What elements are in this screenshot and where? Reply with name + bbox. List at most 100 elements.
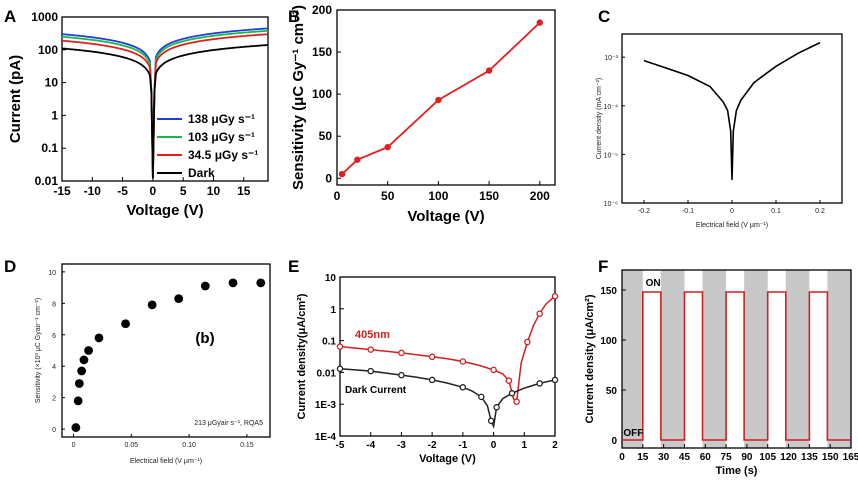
panel-c-xtick-label: 0.2 <box>815 208 825 215</box>
panel-e-point <box>487 417 495 425</box>
panel-f-xtick-label: 150 <box>822 452 839 463</box>
panel-d-point <box>121 319 130 329</box>
panel-a-ytick-label: 1000 <box>31 10 58 24</box>
panel-e-point <box>505 377 513 384</box>
panel-e-point <box>551 376 559 384</box>
panel-e-xtick-label: -3 <box>397 440 406 451</box>
panel-a-ytick-label: 100 <box>38 43 58 57</box>
panel-d-point <box>94 333 104 343</box>
panel-d-point <box>84 346 93 355</box>
panel-d-annotation: (b) <box>195 330 214 347</box>
panel-d-ylabel: Sensitivity (×10³ μC Gyair⁻¹ cm⁻²) <box>35 298 42 403</box>
panel-e-point <box>459 358 467 365</box>
panel-e-point <box>398 371 405 379</box>
panel-f-xtick-label: 105 <box>759 452 776 463</box>
panel-a-xtick-label: -5 <box>117 184 128 198</box>
panel-a-xlabel: Voltage (V) <box>126 202 203 219</box>
panel-a-legend-label: Dark <box>188 166 215 180</box>
panel-b-point <box>354 156 361 163</box>
panel-a-frame <box>61 16 269 182</box>
panel-letter-f: F <box>598 257 608 276</box>
panel-d-ytick-label: 8 <box>52 301 56 308</box>
panel-b-ylabel: Sensitivity (μC Gy⁻¹ cm⁻²) <box>290 5 307 190</box>
panel-b-xtick-label: 0 <box>334 189 341 203</box>
panel-d-frame <box>61 263 271 438</box>
panel-d-xtick-label: 0.05 <box>125 442 139 449</box>
panel-e-point <box>478 393 485 401</box>
panel-a-legend-label: 138 μGy s⁻¹ <box>188 112 255 126</box>
panel-d-xtick-label: 0.15 <box>240 442 254 449</box>
panel-letter-b: B <box>288 7 300 26</box>
panel-c-ytick-label: 10⁻³ <box>604 55 618 62</box>
panel-e-point <box>336 365 344 373</box>
panel-b-ytick-label: 200 <box>312 3 332 17</box>
panel-b-point <box>435 96 442 104</box>
panel-e-point <box>336 343 344 350</box>
panel-c-ytick-label: 10⁻⁵ <box>604 152 618 159</box>
panel-a-series-line <box>61 29 269 179</box>
panel-b-point <box>384 143 391 151</box>
panel-d-point <box>174 294 184 303</box>
panel-e-point <box>428 376 436 384</box>
panel-e-point <box>508 390 516 397</box>
panel-e-label-405nm: 405nm <box>355 329 390 341</box>
panel-f-off-shade <box>827 270 851 448</box>
panel-f-off-shade <box>660 270 685 448</box>
panel-e-point <box>513 398 520 405</box>
panel-f-xtick-label: 15 <box>637 452 649 463</box>
panel-f-xtick-label: 75 <box>721 452 733 463</box>
panel-e-ylabel: Current density(μA/cm²) <box>296 293 308 419</box>
panel-d-point <box>77 366 87 376</box>
panel-d-point <box>200 281 210 291</box>
panel-f-xtick-label: 120 <box>780 452 797 463</box>
panel-e-ytick-label: 1 <box>330 305 336 316</box>
panel-f-xtick-label: 0 <box>619 452 625 463</box>
panel-f-off-shade <box>744 270 768 448</box>
panel-a-ylabel: Current (pA) <box>7 55 24 143</box>
panel-f-off-shade <box>622 270 643 448</box>
panel-e-point <box>459 384 467 391</box>
panel-e-label-dark: Dark Current <box>345 385 407 396</box>
panel-c-series-line <box>643 41 821 180</box>
panel-e-xtick-label: 2 <box>552 440 558 451</box>
panel-a-legend-label: 103 μGy s⁻¹ <box>188 130 255 144</box>
panel-f-off-shade <box>785 270 810 448</box>
panel-a-xtick-label: 15 <box>237 184 251 198</box>
panel-e-point <box>490 366 497 374</box>
panel-a-series-line <box>61 44 269 179</box>
panel-d-ytick-label: 10 <box>48 270 56 277</box>
panel-e-xtick-label: -2 <box>428 440 437 451</box>
panel-c-xlabel: Electrical field (V μm⁻¹) <box>696 222 768 229</box>
panel-a-xtick-label: -15 <box>53 184 71 198</box>
panel-e-xtick-label: -1 <box>458 440 467 451</box>
panel-e-xlabel: Voltage (V) <box>419 453 476 465</box>
panel-c-ytick-label: 10⁻⁶ <box>604 201 618 208</box>
panel-e-ytick-label: 0.1 <box>322 337 336 348</box>
panel-f-label-off: OFF <box>623 428 643 439</box>
panel-f-series-line <box>622 291 851 441</box>
panel-e-xtick-label: 0 <box>491 440 497 451</box>
panel-b-ytick-label: 100 <box>312 87 332 101</box>
panel-f-xtick-label: 90 <box>741 452 753 463</box>
panel-b-xtick-label: 100 <box>428 189 448 203</box>
panel-d-point <box>147 300 157 310</box>
panel-c-ylabel: Current density (mA cm⁻²) <box>596 78 603 160</box>
panel-f-xtick-label: 30 <box>658 452 670 463</box>
panel-e-point <box>367 367 374 375</box>
panel-d-point <box>74 379 84 388</box>
panel-a-ytick-label: 1 <box>51 108 58 122</box>
panel-b-point <box>338 170 346 178</box>
panel-e-ytick-label: 1E-4 <box>315 432 337 443</box>
panel-f-ylabel: Current density (μA/cm²) <box>584 294 596 423</box>
panel-e-ytick-label: 0.01 <box>317 368 337 379</box>
panel-d-xlabel: Electrical field (V μm⁻¹) <box>130 458 202 465</box>
panel-b-xtick-label: 150 <box>479 189 499 203</box>
panel-d-point <box>228 278 238 288</box>
panel-f-ytick-label: 50 <box>606 386 618 397</box>
panel-d-xtick-label: 0 <box>72 442 76 449</box>
panel-d-point <box>256 278 266 288</box>
panel-e-xtick-label: -5 <box>336 440 345 451</box>
panel-b-frame <box>336 9 556 186</box>
panel-a-xtick-label: -10 <box>84 184 102 198</box>
